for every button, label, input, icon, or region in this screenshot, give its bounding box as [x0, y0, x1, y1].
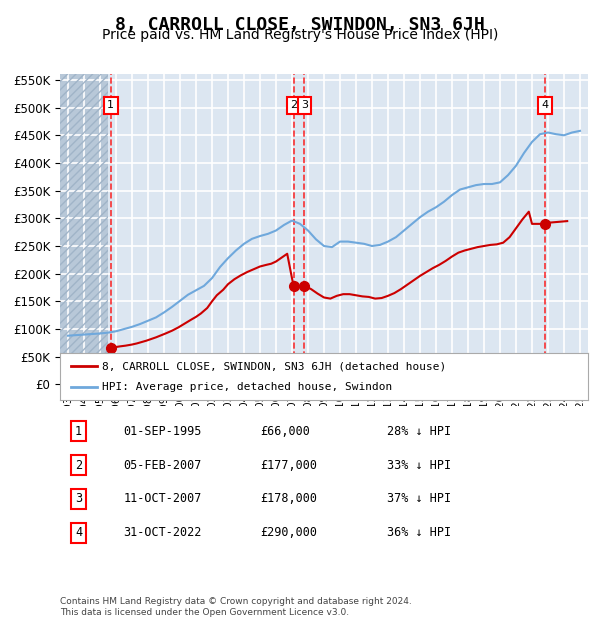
- Text: Price paid vs. HM Land Registry's House Price Index (HPI): Price paid vs. HM Land Registry's House …: [102, 28, 498, 42]
- Text: 05-FEB-2007: 05-FEB-2007: [124, 459, 202, 472]
- Text: 2: 2: [75, 459, 82, 472]
- Text: 4: 4: [542, 100, 549, 110]
- Bar: [60, 74, 108, 384]
- Text: 2: 2: [290, 100, 297, 110]
- Text: £66,000: £66,000: [260, 425, 311, 438]
- Text: 37% ↓ HPI: 37% ↓ HPI: [388, 492, 451, 505]
- Text: 01-SEP-1995: 01-SEP-1995: [124, 425, 202, 438]
- Text: 33% ↓ HPI: 33% ↓ HPI: [388, 459, 451, 472]
- Bar: [60, 74, 108, 384]
- Text: 1: 1: [75, 425, 82, 438]
- Text: £290,000: £290,000: [260, 526, 317, 539]
- Text: 28% ↓ HPI: 28% ↓ HPI: [388, 425, 451, 438]
- Text: 3: 3: [75, 492, 82, 505]
- Text: HPI: Average price, detached house, Swindon: HPI: Average price, detached house, Swin…: [102, 382, 392, 392]
- Text: 31-OCT-2022: 31-OCT-2022: [124, 526, 202, 539]
- Text: 3: 3: [301, 100, 308, 110]
- Text: Contains HM Land Registry data © Crown copyright and database right 2024.
This d: Contains HM Land Registry data © Crown c…: [60, 598, 412, 617]
- Text: 11-OCT-2007: 11-OCT-2007: [124, 492, 202, 505]
- Text: 1: 1: [107, 100, 114, 110]
- Text: £178,000: £178,000: [260, 492, 317, 505]
- Text: 8, CARROLL CLOSE, SWINDON, SN3 6JH (detached house): 8, CARROLL CLOSE, SWINDON, SN3 6JH (deta…: [102, 361, 446, 371]
- Text: 36% ↓ HPI: 36% ↓ HPI: [388, 526, 451, 539]
- Text: 8, CARROLL CLOSE, SWINDON, SN3 6JH: 8, CARROLL CLOSE, SWINDON, SN3 6JH: [115, 16, 485, 33]
- Text: £177,000: £177,000: [260, 459, 317, 472]
- Text: 4: 4: [75, 526, 82, 539]
